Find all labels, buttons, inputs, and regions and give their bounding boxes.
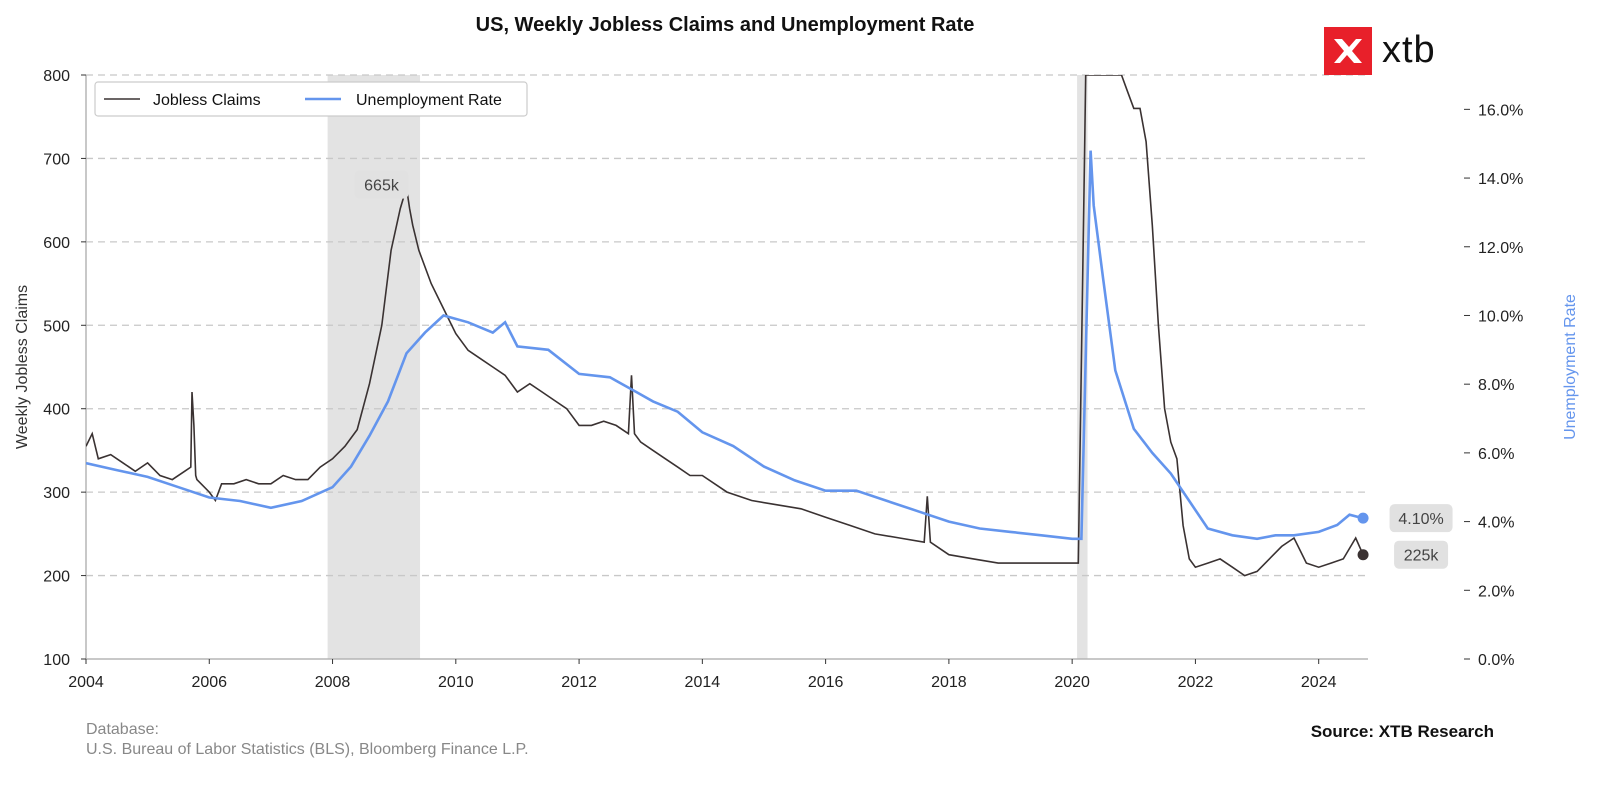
x-tick-label: 2018 [931,674,967,691]
annotation-label: 4.10% [1398,511,1443,528]
y2-tick-label: 2.0% [1478,583,1514,600]
y-tick-label: 300 [43,485,70,502]
y-tick-label: 800 [43,68,70,85]
unemployment-rate-last-point [1357,512,1369,524]
gridlines [86,74,1368,577]
y2-tick-label: 16.0% [1478,102,1523,119]
y2-tick-label: 14.0% [1478,171,1523,188]
y-tick-label: 400 [43,402,70,419]
annotations: 665k 225k 4.10% [354,170,1453,569]
x-tick-label: 2014 [685,674,721,691]
y2-tick-label: 4.0% [1478,515,1514,532]
database-sources: U.S. Bureau of Labor Statistics (BLS), B… [86,741,529,758]
y-tick-label: 200 [43,569,70,586]
y-tick-label: 500 [43,318,70,335]
x-tick-label: 2008 [315,674,351,691]
y2-tick-label: 12.0% [1478,240,1523,257]
legend-label-unemployment-rate: Unemployment Rate [356,92,502,109]
series-layer [86,75,1369,577]
xtb-logo-mark [1324,27,1372,75]
y-tick-label: 600 [43,235,70,252]
y-tick-label: 700 [43,151,70,168]
database-label: Database: [86,721,159,738]
x-tick-label: 2010 [438,674,474,691]
jobless-claims-last-point [1357,549,1369,561]
annotation-box [1394,540,1449,569]
y-tick-label: 100 [43,652,70,669]
y-axis-label-right: Unemployment Rate [1562,294,1579,440]
annotation-box [354,170,409,199]
x-tick-label: 2022 [1178,674,1214,691]
y2-tick-label: 6.0% [1478,446,1514,463]
series-jobless-claims-line [86,75,1364,577]
x-tick-label: 2004 [68,674,104,691]
xtb-logo: xtb [1324,27,1474,77]
x-tick-label: 2006 [191,674,227,691]
chart-title: US, Weekly Jobless Claims and Unemployme… [476,14,975,36]
footer-source: Source: XTB Research [1310,722,1494,741]
xtb-logo-text: xtb [1382,29,1436,71]
x-tick-label: 2024 [1301,674,1337,691]
legend: Jobless Claims Unemployment Rate [94,81,528,117]
series-unemployment-rate-line [86,150,1364,541]
axes: 100 200 300 400 500 600 700 800 0.0% 2.0% 4.0% 6.0%… [43,68,1523,691]
y-axis-label-left: Weekly Jobless Claims [14,285,31,449]
annotation-label: 225k [1404,548,1440,565]
footer-database: Database: U.S. Bureau of Labor Statistic… [86,720,529,760]
annotation-label: 665k [364,178,400,195]
x-tick-label: 2016 [808,674,844,691]
y2-tick-label: 0.0% [1478,652,1514,669]
annotation-box [1389,504,1453,533]
y2-tick-label: 8.0% [1478,377,1514,394]
x-tick-label: 2020 [1054,674,1090,691]
y2-tick-label: 10.0% [1478,308,1523,325]
recession-band [1077,75,1088,659]
recession-bands [327,75,1088,659]
legend-label-jobless-claims: Jobless Claims [153,92,261,109]
x-tick-label: 2012 [561,674,597,691]
